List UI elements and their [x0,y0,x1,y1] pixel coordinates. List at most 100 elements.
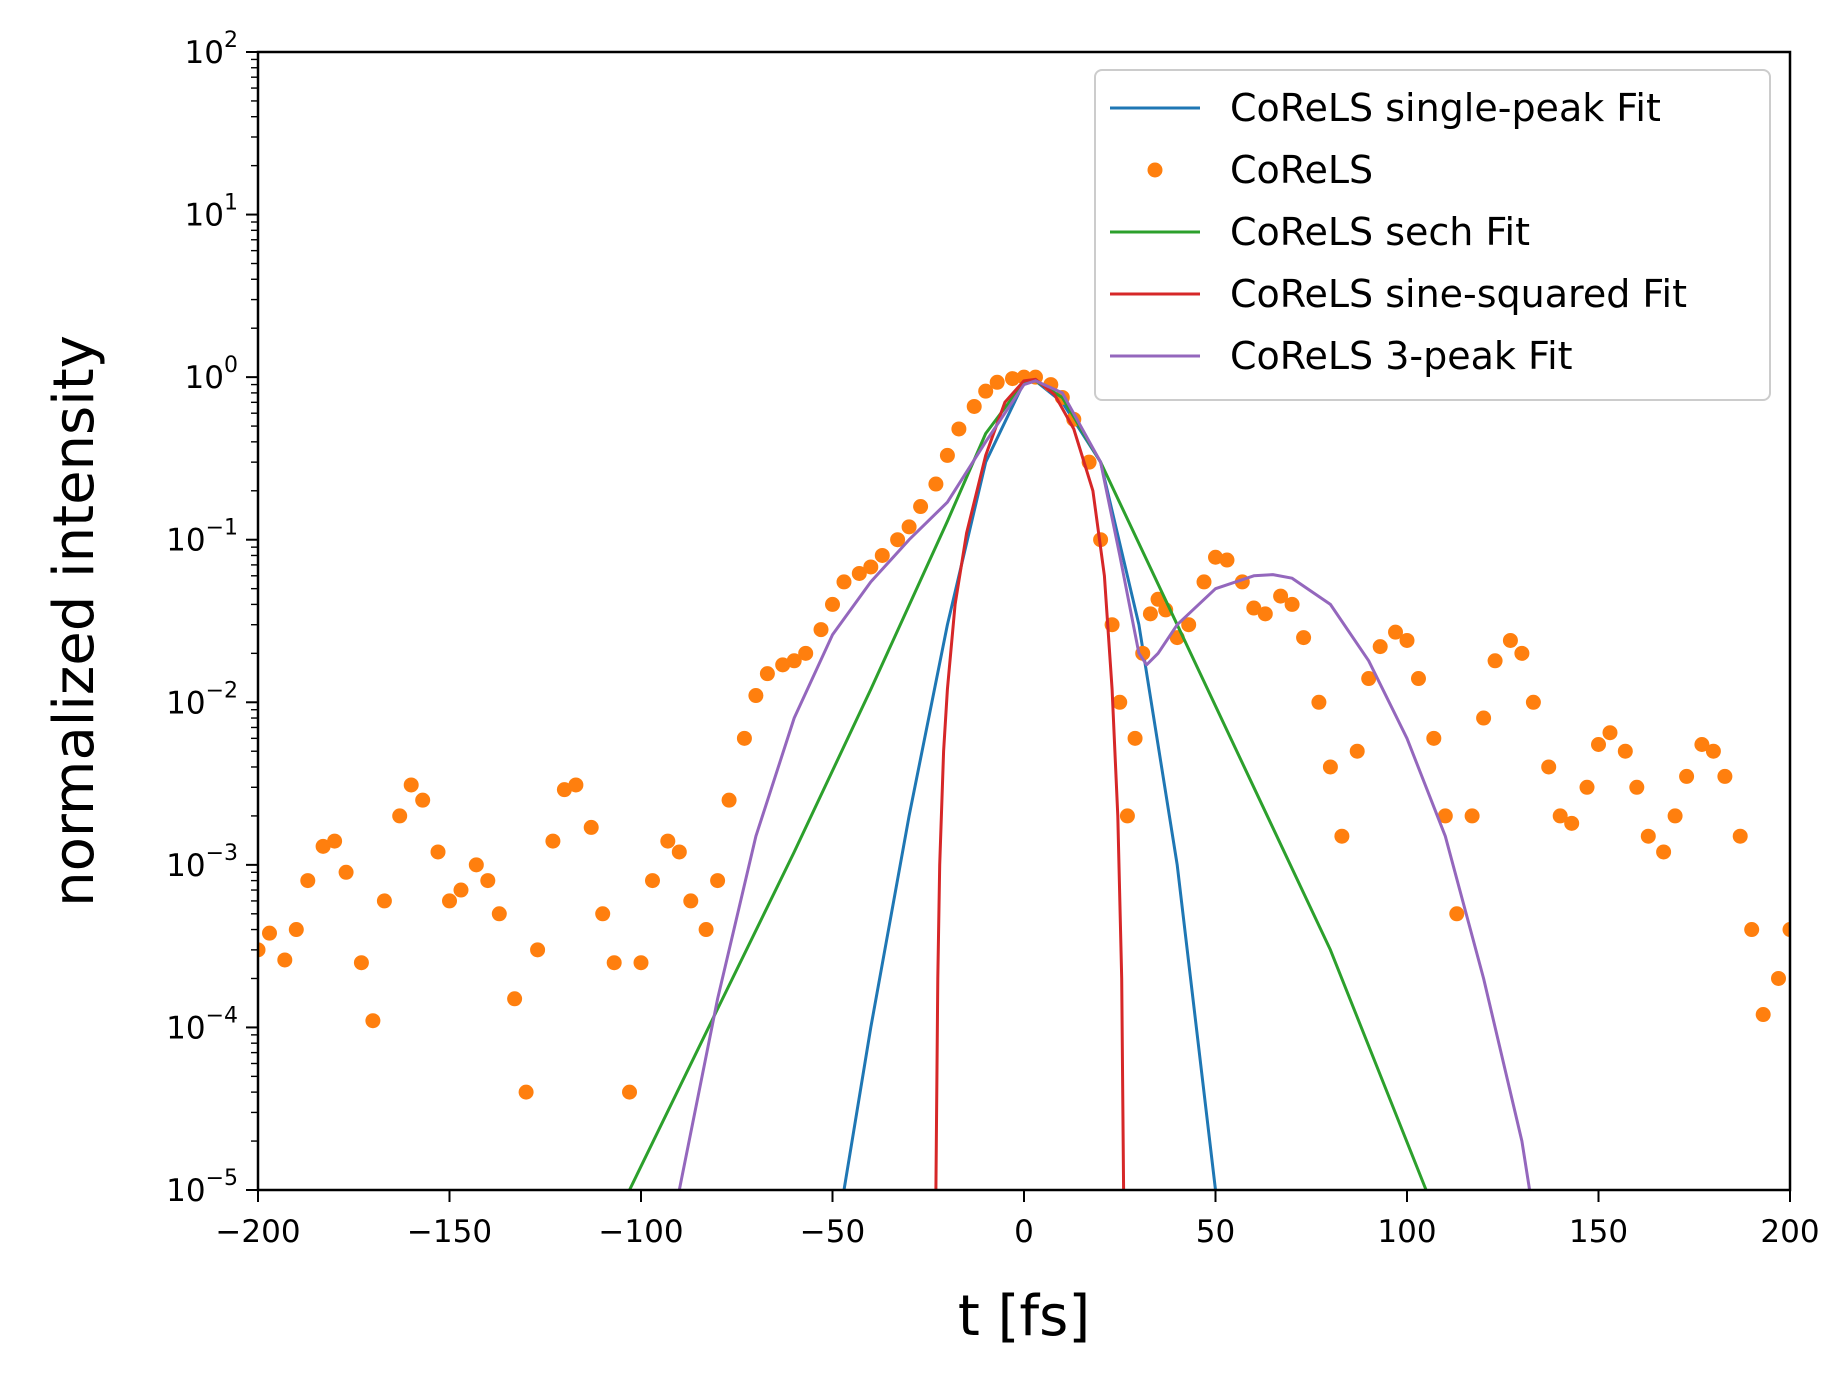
data-point [518,1084,534,1100]
y-tick-label: 10−3 [166,841,238,884]
data-point [1541,759,1557,775]
data-point [710,873,726,889]
data-point [928,476,944,492]
data-point [1127,730,1143,746]
data-point [392,808,408,824]
data-point [1602,725,1618,741]
data-point [851,565,867,581]
data-point [1579,779,1595,795]
data-point [1150,591,1166,607]
data-point [1005,371,1021,387]
data-point [1525,694,1541,710]
data-point [660,833,676,849]
data-point [825,596,840,612]
data-point [1717,768,1733,784]
data-point [775,657,791,673]
legend: CoReLS single-peak Fit CoReLS CoReLS sech … [1094,69,1771,401]
data-point [468,857,484,873]
y-tick-label: 100 [185,353,238,396]
x-tick-label: −150 [407,1214,492,1250]
x-tick-label: −50 [800,1214,865,1250]
data-point [1426,730,1442,746]
y-tick-label: 102 [185,28,238,71]
data-point [556,782,572,798]
data-point [874,547,890,563]
legend-label: CoReLS 3-peak Fit [1230,334,1573,378]
data-point [545,833,561,849]
data-point [261,925,277,941]
x-tick-label: 100 [1377,1214,1436,1250]
data-point [633,955,649,971]
data-point [978,383,994,399]
x-tick-label: 0 [1014,1214,1034,1250]
data-point [1112,694,1128,710]
data-point [1732,828,1748,844]
data-point [1744,922,1760,938]
data-point [288,922,304,938]
data-point [453,882,469,898]
data-point [748,688,764,704]
data-point [966,398,982,414]
legend-box [1094,69,1771,401]
series-1 [258,369,1790,1100]
data-point [1464,808,1480,824]
data-point [671,844,687,860]
data-point [1564,815,1580,831]
series-layer [258,369,1790,1190]
data-point [813,622,829,638]
data-point [327,833,343,849]
data-point [583,819,599,835]
data-point [1476,710,1492,726]
data-point [1502,632,1518,648]
data-point [1388,624,1404,640]
x-tick-label: 150 [1569,1214,1628,1250]
data-point [1399,632,1415,648]
data-point [644,873,660,889]
data-point [338,864,354,880]
y-tick-label: 10−4 [166,1003,238,1046]
y-tick-label: 10−5 [166,1166,238,1209]
data-point [1322,759,1338,775]
data-point [1181,617,1197,633]
data-point [415,792,431,808]
legend-label: CoReLS sech Fit [1230,210,1530,254]
data-point [1296,630,1312,646]
data-point [403,777,419,793]
data-point [442,893,457,909]
y-axis-title: normalized intensity [42,335,107,907]
data-point [277,952,293,968]
data-point [491,906,507,922]
legend-label: CoReLS [1230,148,1373,192]
series-line [934,377,1126,1190]
data-point [759,666,775,682]
x-axis-title: t [fs] [958,1284,1090,1349]
data-point [786,653,802,669]
data-point [698,922,714,938]
series-line [677,379,1532,1190]
data-point [1437,808,1453,824]
data-point [1487,653,1503,669]
data-point [1755,1007,1771,1023]
data-point [951,421,967,437]
x-tick-label: 50 [1196,1214,1235,1250]
data-point [1119,808,1135,824]
legend-label: CoReLS sine-squared Fit [1230,272,1687,316]
data-point [1334,828,1350,844]
data-point [836,574,852,590]
data-point [622,1084,638,1100]
series-4 [677,379,1532,1190]
data-point [1196,574,1212,590]
data-point [736,730,752,746]
data-point [863,559,879,575]
data-point [1311,694,1327,710]
data-point [1782,922,1790,938]
data-point [890,532,906,548]
data-point [1349,743,1365,759]
data-point [430,844,446,860]
data-point [568,777,584,793]
data-point [798,645,814,661]
data-point [1449,906,1465,922]
series-3 [934,377,1126,1190]
